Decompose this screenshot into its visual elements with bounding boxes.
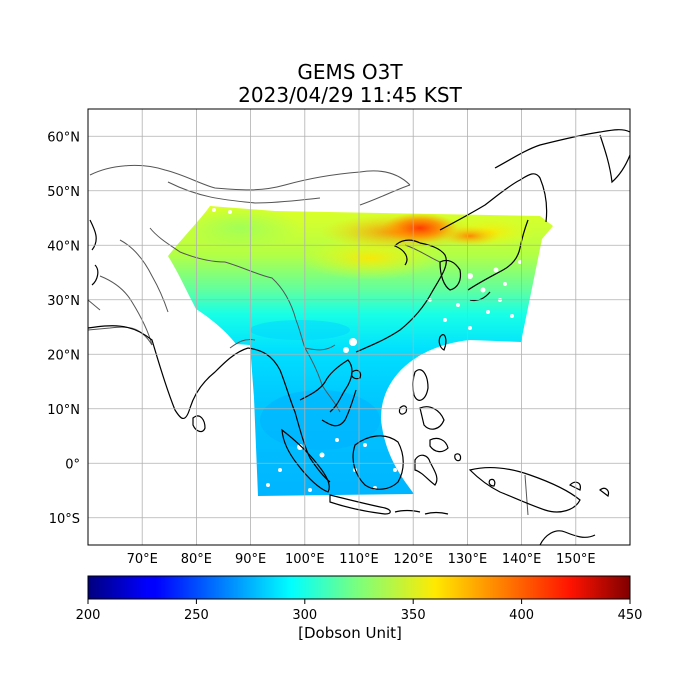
colorbar-tick-label: 400 (509, 608, 534, 623)
lon-tick-label: 120°E (393, 552, 433, 567)
lon-tick-label: 140°E (502, 552, 542, 567)
colorbar-tick-label: 350 (401, 608, 426, 623)
colorbar-label: [Dobson Unit] (298, 624, 402, 642)
lat-tick-label: 30°N (47, 294, 80, 309)
lat-tick-label: 60°N (47, 130, 80, 145)
lat-tick-label: 50°N (47, 185, 80, 200)
map-frame (87, 108, 631, 546)
colorbar (87, 575, 631, 600)
graticule (88, 109, 630, 545)
lat-tick-label: 20°N (47, 348, 80, 363)
lat-tick-label: 10°S (49, 512, 80, 527)
lon-tick-label: 90°E (235, 552, 266, 567)
lat-tick-label: 40°N (47, 239, 80, 254)
longitude-ticks: 70°E 80°E 90°E 100°E 110°E 120°E 130°E 140°E 150… (127, 552, 596, 567)
lon-tick-label: 70°E (127, 552, 158, 567)
lon-tick-label: 80°E (181, 552, 212, 567)
colorbar-tick-label: 300 (292, 608, 317, 623)
lon-tick-label: 130°E (448, 552, 488, 567)
ozone-data-swath (88, 109, 630, 545)
lon-tick-label: 110°E (339, 552, 379, 567)
colorbar-ticks: 200 250 300 350 400 450 (76, 599, 643, 623)
colorbar-tick-label: 250 (184, 608, 209, 623)
colorbar-tick-label: 200 (76, 608, 101, 623)
map-subtitle: 2023/04/29 11:45 KST (238, 83, 462, 107)
lon-tick-label: 100°E (285, 552, 325, 567)
lon-tick-label: 150°E (556, 552, 596, 567)
lat-tick-label: 10°N (47, 403, 80, 418)
colorbar-tick-label: 450 (618, 608, 643, 623)
lat-tick-label: 0° (65, 457, 80, 472)
map-title: GEMS O3T (297, 60, 403, 84)
latitude-ticks: 60°N 50°N 40°N 30°N 20°N 10°N 0° 10°S (47, 130, 80, 527)
